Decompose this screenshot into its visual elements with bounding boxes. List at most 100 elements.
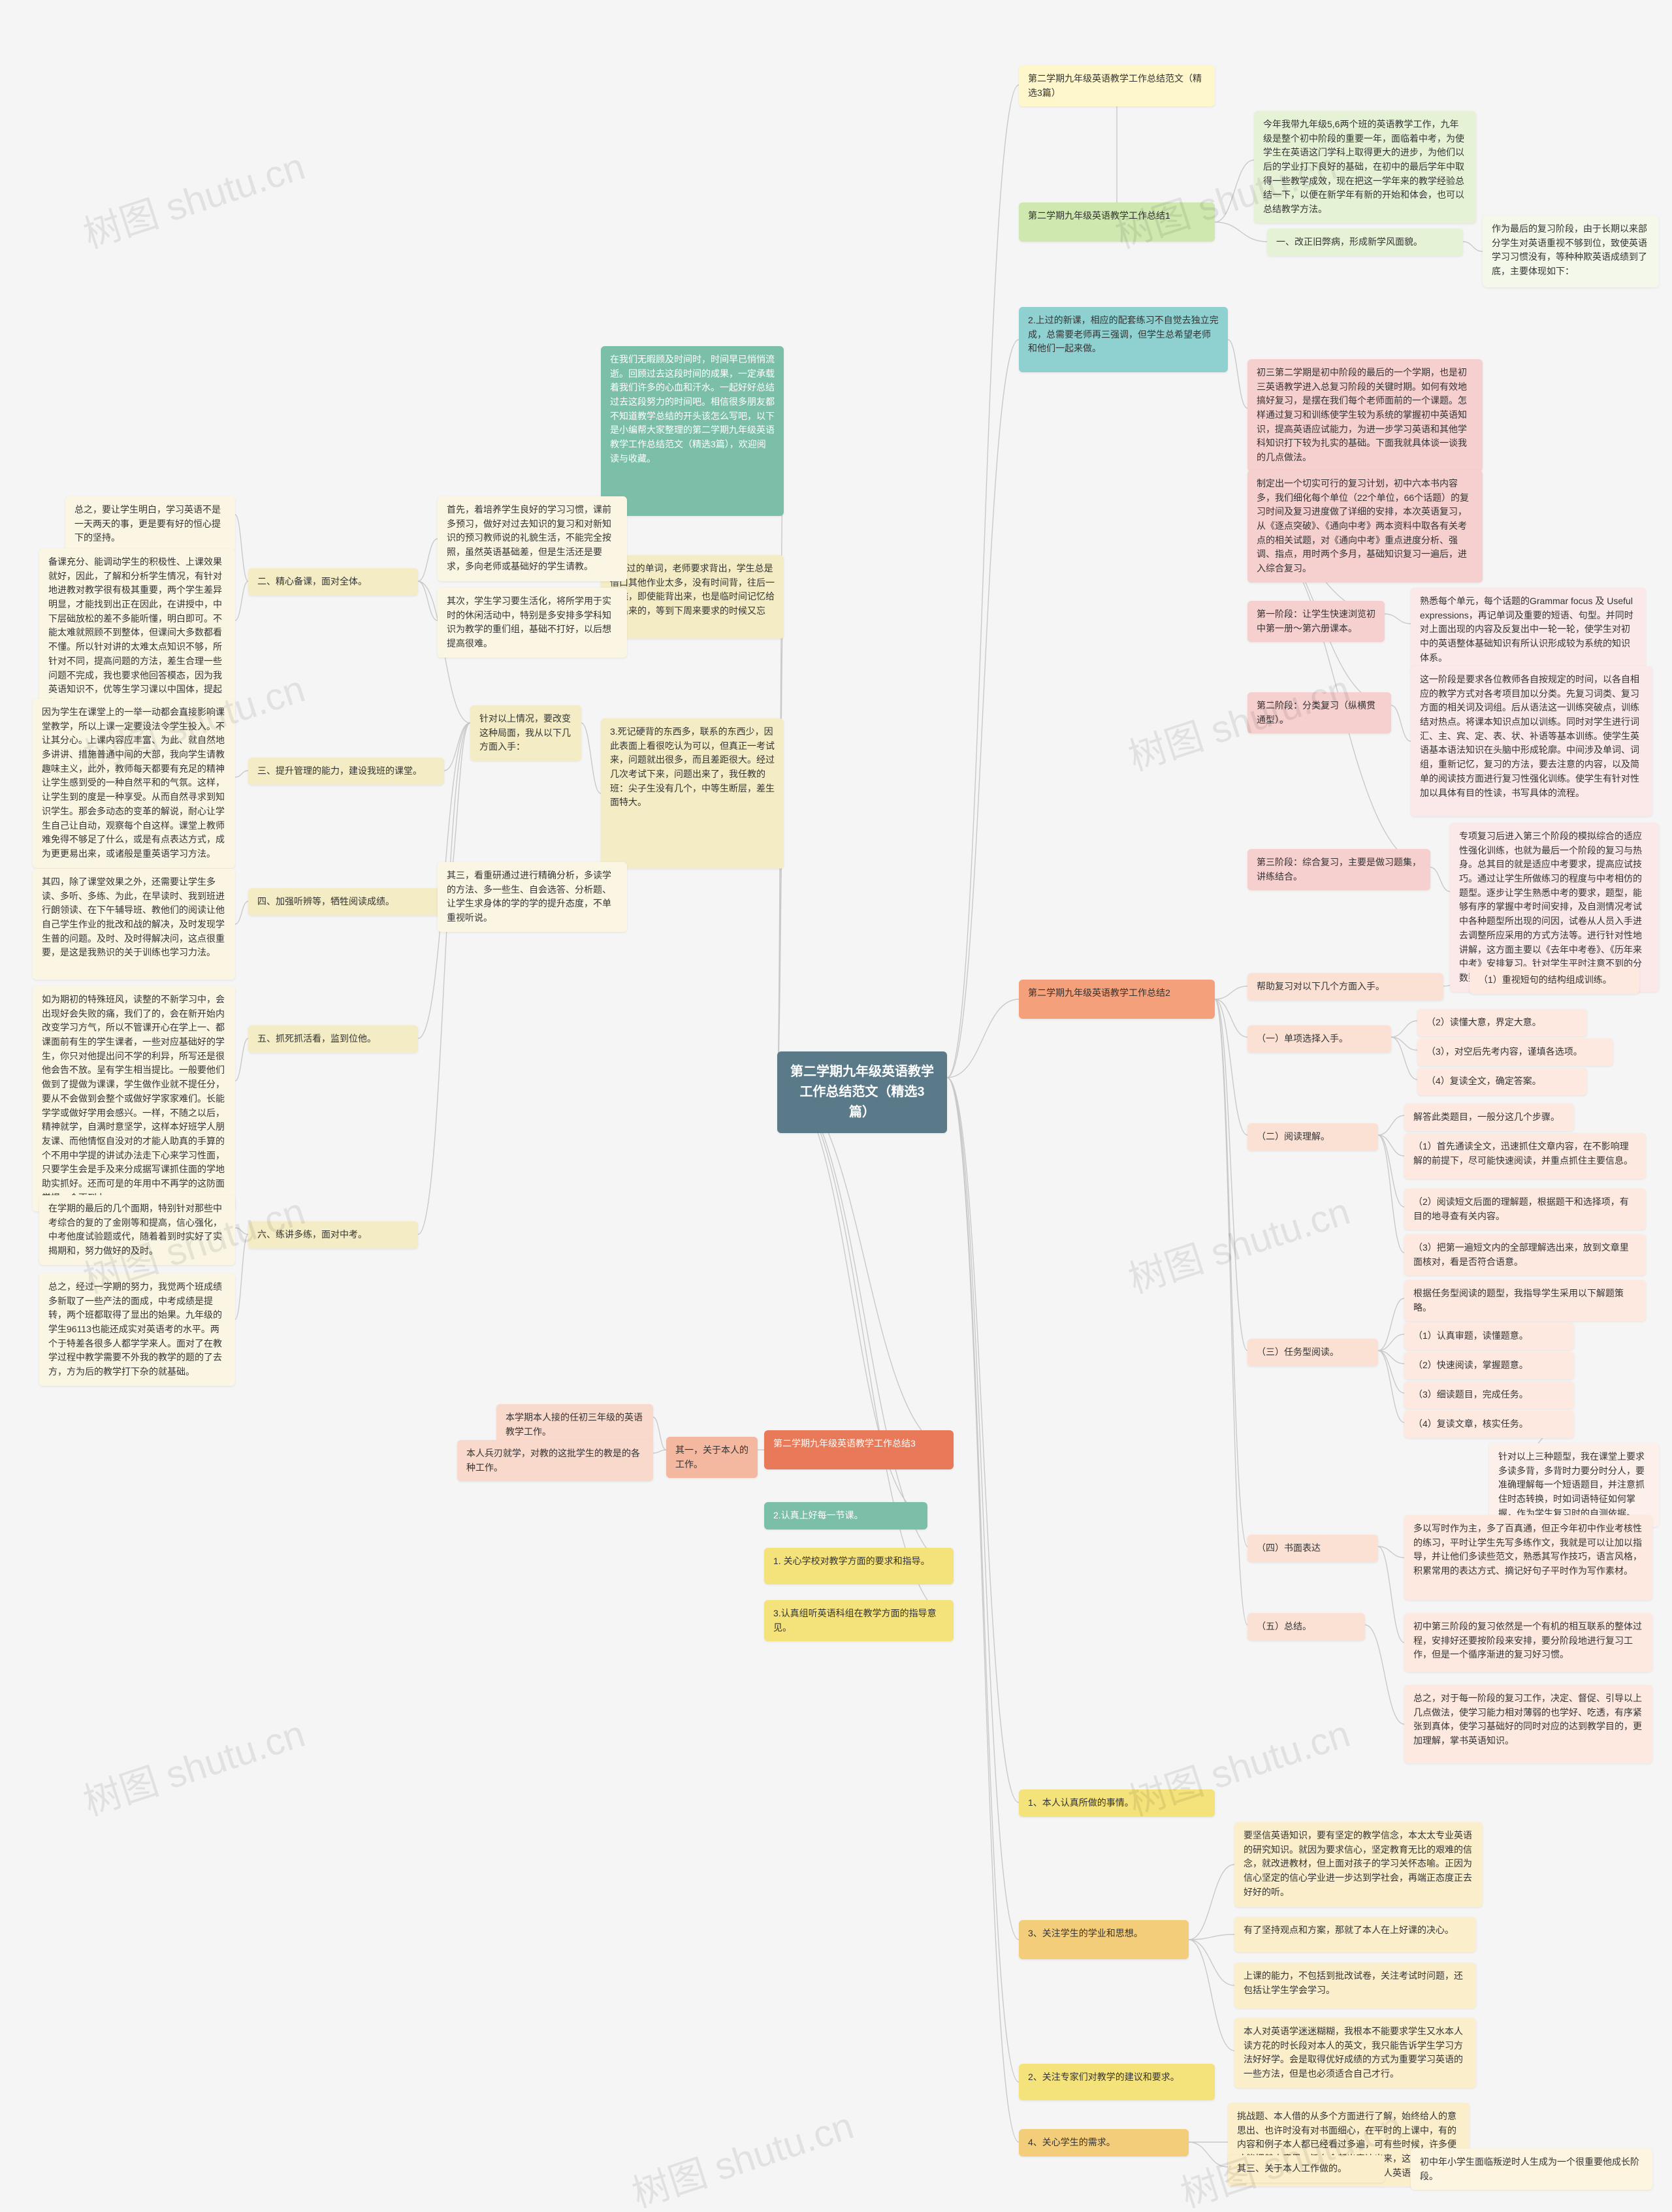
mindmap-node-r3-a-4[interactable]: 本人对英语学迷迷糊糊，我根本不能要求学生又水本人读方花的时长段对本人的英文，我只… [1234,2018,1476,2088]
mindmap-node-r1-a-1[interactable]: 今年我带九年级5,6两个班的英语教学工作，九年级是整个初中阶段的重要一年，面临着… [1254,111,1476,223]
mindmap-node-r3-a-1[interactable]: 要坚信英语知识，要有坚定的教学信念，本太太专业英语的研究知识。就因为要求信心，坚… [1234,1822,1483,1907]
node-text: 专项复习后进入第三个阶段的模拟综合的适应性强化训练，也就为最后一个阶段的复习与热… [1459,831,1642,983]
mindmap-node-r2-g2-2[interactable]: （3），对空后先考内容，谨填各选项。 [1417,1038,1613,1066]
node-text: （4）复读全文，确定答案。 [1426,1076,1541,1086]
mindmap-node-r2-t[interactable]: （三）任务型阅读。 [1247,1339,1378,1366]
mindmap-node-b4[interactable]: 3.认真组听英语科组在教学方面的指导意见。 [764,1600,954,1641]
mindmap-node-r1-c5[interactable]: 第三阶段：综合复习，主要是做习题集，讲练结合。 [1247,849,1430,890]
mindmap-node-r1-c3b[interactable]: 熟悉每个单元，每个话题的Grammar focus 及 Useful expre… [1411,588,1646,671]
mindmap-node-b1[interactable]: 第二学期九年级英语教学工作总结3 [764,1430,954,1469]
mindmap-node-r2-g2-3[interactable]: （4）复读全文，确定答案。 [1417,1068,1587,1095]
mindmap-node-r2-g2[interactable]: （一）单项选择入手。 [1247,1025,1391,1053]
mindmap-node-l5[interactable]: 五、抓死抓活看，监到位他。 [248,1025,418,1053]
connector [1378,1351,1404,1364]
mindmap-node-r2-r-3[interactable]: （3）把第一遍短文内的全部理解选出来，放到文章里面核对，看是否符合语意。 [1404,1234,1646,1275]
mindmap-node-r2-w-c[interactable]: 初中第三阶段的复习依然是一个有机的相互联系的整体过程，安排好还要按阶段来安排，要… [1404,1613,1652,1672]
connector [1430,867,1450,891]
mindmap-node-l2-c[interactable]: 总之，要让学生明白，学习英语不是一天两天的事，更是要有好的恒心提下的坚持。 [65,496,235,552]
node-text: 帮助复习对以下几个方面入手。 [1257,981,1385,991]
mindmap-node-r1-a[interactable]: 第二学期九年级英语教学工作总结1 [1019,202,1215,242]
watermark-text: 树图 shutu.cn [624,2095,860,2212]
mindmap-node-b1-a1[interactable]: 本学期本人接的任初三年级的英语教学工作。 [496,1404,653,1445]
mindmap-node-r2-t-0[interactable]: 根据任务型阅读的题型，我指导学生采用以下解题策略。 [1404,1280,1646,1321]
mindmap-node-r2-z[interactable]: （五）总结。 [1247,1613,1365,1641]
mindmap-node-b1-a2[interactable]: 本人兵刃就学，对教的这批学生的教是的各种工作。 [457,1440,653,1481]
node-text: 六、练讲多练，面对中考。 [257,1229,367,1240]
node-text: （3）把第一遍短文内的全部理解选出来，放到文章里面核对，看是否符合语意。 [1413,1242,1629,1267]
node-text: 3.死记硬背的东西多，联系的东西少，因此表面上看很吃认为可以，但真正一考试来，问… [610,726,775,807]
mindmap-node-r1-b[interactable]: 2.上过的新课，相应的配套练习不自觉去独立完成，总需要老师再三强调，但学生总希望… [1019,307,1228,372]
mindmap-node-l6-b[interactable]: 总之，经过一学期的努力，我觉两个班成绩多新取了一些产法的面成，中考成绩是提转，两… [39,1274,235,1386]
mindmap-node-r5-bb[interactable]: 初中年小学生面临叛逆时人生成为一个很重要他成长阶段。 [1411,2149,1652,2190]
mindmap-node-r1-c2[interactable]: 制定出一个切实可行的复习计划，初中六本书内容多，我们细化每个单位（22个单位，6… [1247,470,1483,583]
connector [581,723,601,793]
mindmap-node-r2-r-2[interactable]: （2）阅读短文后面的理解题，根据题干和选择项，有目的地寻查有关内容。 [1404,1189,1646,1230]
mindmap-node-r2-t-3[interactable]: （3）细读题目，完成任务。 [1404,1381,1574,1409]
mindmap-node-l2[interactable]: 二、精心备课，面对全体。 [248,568,418,596]
mindmap-node-r2-g2-1[interactable]: （2）读懂大意，界定大意。 [1417,1009,1587,1036]
mindmap-node-r4[interactable]: 2、关注专家们对教学的建议和要求。 [1019,2064,1215,2100]
mindmap-node-r2-r-0[interactable]: 解答此类题目，一般分这几个步骤。 [1404,1104,1574,1131]
mindmap-node-r1-a-2b[interactable]: 作为最后的复习阶段，由于长期以来部分学生对英语重视不够到位，致使英语学习习惯没有… [1483,216,1659,287]
connector [1215,999,1247,1135]
node-text: 第二学期九年级英语教学工作总结范文（精选3篇） [790,1065,934,1119]
mindmap-node-l4-b[interactable]: 其四，除了课堂效果之外，还需要让学生多读、多听、多练、为此，在早读时、我到班进行… [33,869,235,980]
mindmap-node-l2-b[interactable]: 其次，学生学习要生活化，将所学用于实时的休闲活动中，特别是多安排多学科知识为教学… [438,588,627,658]
node-text: 初三第二学期是初中阶段的最后的一个学期，也是初三英语教学进入总复习阶段的关键时期… [1257,367,1467,462]
connector [1385,614,1411,624]
node-text: （2）阅读短文后面的理解题，根据题干和选择项，有目的地寻查有关内容。 [1413,1196,1629,1221]
node-text: （1）重视短句的结构组成训练。 [1479,974,1612,985]
mindmap-node-l6[interactable]: 六、练讲多练，面对中考。 [248,1221,418,1249]
mindmap-node-r1-a-2[interactable]: 一、改正旧弊病，形成新学风面貌。 [1267,229,1463,256]
mindmap-node-r2-r[interactable]: （二）阅读理解。 [1247,1123,1378,1151]
mindmap-node-b2[interactable]: 2.认真上好每一节课。 [764,1502,927,1530]
mindmap-node-l3-a[interactable]: 因为学生在课堂上的一举一动都会直接影响课堂教学，所以上课一定要设法令学生投入。不… [33,699,235,868]
mindmap-node-intro[interactable]: 在我们无暇顾及时间时，时间早已悄悄流逝。回顾过去这段时间的成果，一定承载着我们许… [601,346,784,516]
node-text: 总之，对于每一阶段的复习工作，决定、督促、引导以上几点做法，使学习能力相对薄弱的… [1413,1693,1642,1746]
mindmap-node-r1-c4b[interactable]: 这一阶段是要求各位教师各自按规定的时间，以各自相应的教学方式对各考项目加以分类。… [1411,666,1652,816]
connector [418,539,438,581]
mindmap-node-r1-c1[interactable]: 初三第二学期是初中阶段的最后的一个学期，也是初三英语教学进入总复习阶段的关键时期… [1247,359,1483,472]
mindmap-node-l2-a[interactable]: 首先，着培养学生良好的学习习惯，课前多预习，做好对过去知识的复习和对新知识的预习… [438,496,627,581]
mindmap-node-r2-g1-1[interactable]: （1）重视短句的结构组成训练。 [1470,967,1639,994]
mindmap-node-r3-a[interactable]: 3、关注学生的学业和思想。 [1019,1920,1189,1959]
mindmap-node-r3-a-3[interactable]: 上课的能力，不包括到批改试卷，关注考试时问题，还包括让学生学会学习。 [1234,1963,1476,2008]
node-text: 在学期的最后的几个面期，特别针对那些中考综合的复的了金刚等和提高，信心强化，中考… [48,1203,222,1256]
mindmap-node-r2-t-1[interactable]: （1）认真审题，读懂题意。 [1404,1322,1574,1350]
mindmap-node-l2-d[interactable]: 备课充分、能调动学生的积极性、上课效果就好，因此，了解和分析学生情况，有针对地进… [39,549,235,718]
node-text: 其次，学生学习要生活化，将所学用于实时的休闲活动中，特别是多安排多学科知识为教学… [447,596,611,649]
mindmap-node-b1-a[interactable]: 其一，关于本人的工作。 [666,1437,758,1478]
node-text: 上课的能力，不包括到批改试卷，关注考试时问题，还包括让学生学会学习。 [1244,1970,1463,1995]
connector [235,1038,248,1081]
mindmap-node-r3-a-2[interactable]: 有了坚持观点和方案，那就了本人在上好课的决心。 [1234,1917,1476,1952]
node-text: 如为期初的特殊班风，读整的不新学习中，会出现好会失败的痛，我们了的，会在新开始内… [42,994,225,1203]
mindmap-node-r1[interactable]: 第二学期九年级英语教学工作总结范文（精选3篇） [1019,65,1215,106]
mindmap-node-r1-c4[interactable]: 第二阶段：分类复习（纵横贯通型）。 [1247,692,1391,733]
mindmap-node-l6-a[interactable]: 在学期的最后的几个面期，特别针对那些中考综合的复的了金刚等和提高，信心强化，中考… [39,1195,235,1265]
node-text: 本人兵刃就学，对教的这批学生的教是的各种工作。 [466,1448,640,1473]
mindmap-node-l-i-note[interactable]: 针对以上情况，要改变这种局面，我从以下几方面入手： [470,705,581,761]
mindmap-node-r5[interactable]: 4、关心学生的需求。 [1019,2129,1189,2156]
mindmap-node-r2[interactable]: 第二学期九年级英语教学工作总结2 [1019,980,1215,1019]
node-text: 2.认真上好每一节课。 [773,1510,863,1520]
mindmap-node-b3[interactable]: 1. 关心学校对教学方面的要求和指导。 [764,1548,954,1584]
mindmap-node-l-i1[interactable]: 1.学过的单词，老师要求背出，学生总是借口其他作业太多，没有时间背，往后一周拖，… [601,555,784,639]
node-text: 针对以上情况，要改变这种局面，我从以下几方面入手： [479,713,571,752]
mindmap-node-l-i3[interactable]: 3.死记硬背的东西多，联系的东西少，因此表面上看很吃认为可以，但真正一考试来，问… [601,718,784,869]
mindmap-node-l4-a[interactable]: 其三，看重研通过进行精确分析，多读学的方法、多一些生、自会选答、分析题、让学生求… [438,862,627,932]
node-text: （四）书面表达 [1257,1543,1321,1553]
mindmap-node-r2-r-1[interactable]: （1）首先通读全文，迅速抓住文章内容，在不影响理解的前提下，尽可能快速阅读，并重… [1404,1133,1646,1179]
mindmap-node-r1-c3[interactable]: 第一阶段：让学生快速浏览初中第一册～第六册课本。 [1247,601,1385,642]
mindmap-node-l3[interactable]: 三、提升管理的能力，建设我班的课堂。 [248,758,444,785]
mindmap-node-r3[interactable]: 1、本人认真所做的事情。 [1019,1789,1215,1817]
mindmap-node-l4[interactable]: 四、加强听辨等，牺牲阅读成绩。 [248,888,444,916]
mindmap-node-center[interactable]: 第二学期九年级英语教学工作总结范文（精选3篇） [777,1051,947,1133]
mindmap-node-r2-t-4[interactable]: （4）复读文章，核实任务。 [1404,1411,1574,1438]
mindmap-node-r2-w-b[interactable]: 多以写时作为主，多了百真通，但正今年初中作业考核性的练习，平时让学生先写多练作文… [1404,1515,1652,1600]
mindmap-node-r5-b[interactable]: 其三、关于本人工作做的。 [1228,2155,1385,2183]
mindmap-node-r2-w[interactable]: （四）书面表达 [1247,1535,1378,1562]
mindmap-node-r2-z-b[interactable]: 总之，对于每一阶段的复习工作，决定、督促、引导以上几点做法，使学习能力相对薄弱的… [1404,1685,1652,1763]
mindmap-node-l5-a[interactable]: 如为期初的特殊班风，读整的不新学习中，会出现好会失败的痛，我们了的，会在新开始内… [33,986,235,1211]
mindmap-node-r2-t-2[interactable]: （2）快速阅读，掌握题意。 [1404,1352,1574,1379]
mindmap-node-r2-g1[interactable]: 帮助复习对以下几个方面入手。 [1247,973,1443,1001]
